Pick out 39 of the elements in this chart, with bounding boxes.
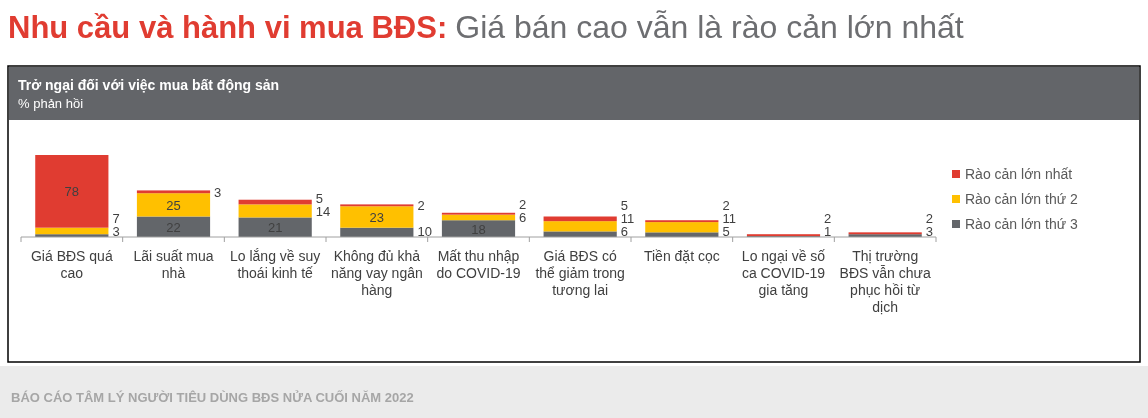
- data-label: 2: [519, 197, 527, 213]
- y-axis-title: % phản hồi: [18, 96, 84, 111]
- data-label: 3: [112, 224, 120, 239]
- data-label: 1: [824, 224, 832, 239]
- legend-label: Rào cản lớn thứ 3: [965, 216, 1078, 232]
- data-label: 11: [620, 211, 635, 226]
- data-label: 3: [925, 224, 933, 239]
- x-tick-label: Tiền đặt cọc: [643, 248, 720, 264]
- x-tick-label: Lãi suất mua nhà: [133, 248, 214, 281]
- data-label: 14: [315, 203, 331, 219]
- legend-label: Rào cản lớn thứ 2: [965, 191, 1078, 207]
- x-tick-label: Không đủ khả năng vay ngân hàng: [330, 248, 423, 298]
- data-label: 78: [64, 184, 80, 200]
- data-label: 2: [722, 198, 730, 213]
- chart-subtitle: Giá bán cao vẫn là rào cản lớn nhất: [455, 9, 964, 45]
- data-label: 5: [315, 190, 323, 206]
- data-label: 11: [722, 211, 736, 226]
- x-tick-label: Lo ngại về số ca COVID-19 gia tăng: [741, 248, 826, 298]
- x-tick-label: Lo lắng về suy thoái kinh tế: [230, 248, 321, 281]
- data-label: 5: [722, 224, 730, 239]
- data-label: 3: [214, 184, 222, 200]
- data-label: 10: [417, 224, 432, 239]
- data-label: 6: [519, 210, 527, 226]
- x-tick-label: Mất thu nhập do COVID-19: [436, 248, 521, 281]
- data-label: 6: [620, 224, 628, 239]
- data-label: 2: [925, 211, 933, 226]
- text: Trở ngại đối với việc mua bất động sản: [18, 77, 280, 93]
- legend-label: Rào cản lớn nhất: [965, 166, 1073, 182]
- x-tick-label: Thị trường BĐS vẫn chưa phục hồi từ dịch: [839, 248, 931, 315]
- data-label: 7: [112, 211, 120, 226]
- text: BÁO CÁO TÂM LÝ NGƯỜI TIÊU DÙNG BĐS NỬA CUỐI NĂM 2022: [11, 390, 414, 405]
- x-tick-label: Giá BĐS có thể giảm trong tương lai: [535, 248, 625, 298]
- data-label: 2: [824, 211, 832, 226]
- chart-title: Nhu cầu và hành vi mua BĐS:: [8, 10, 448, 45]
- data-label: 2: [417, 198, 425, 214]
- data-label: 23: [369, 209, 385, 225]
- data-label: 5: [620, 198, 628, 213]
- data-label: 25: [166, 197, 181, 213]
- x-tick-label: Giá BĐS quá cao: [30, 248, 113, 281]
